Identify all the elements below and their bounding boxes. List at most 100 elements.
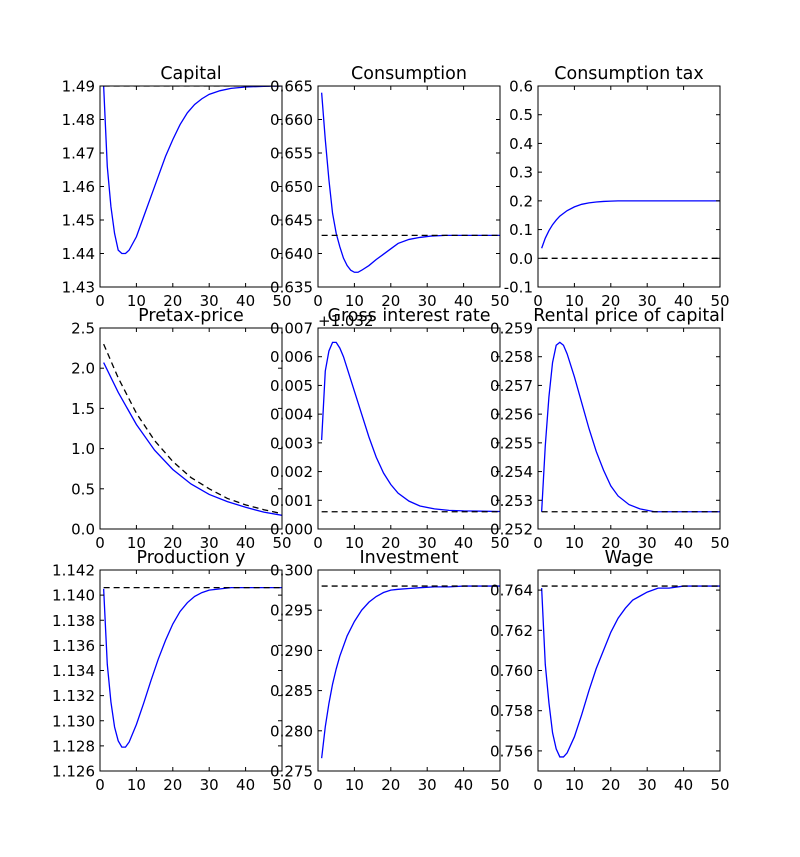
series-line-path	[102, 586, 282, 748]
y-tick-label: 0.000	[270, 521, 313, 539]
x-tick-label: 30	[418, 292, 437, 310]
x-tick-label: 10	[345, 534, 364, 552]
y-tick-label: 0.252	[490, 521, 533, 539]
y-tick-label: 0.002	[270, 463, 313, 481]
y-tick-label: 0.285	[270, 682, 313, 700]
y-tick-label: 2.5	[71, 320, 95, 338]
subplot-2: 0 10 20 30 40 50 -0.1 0.0 0.1 0.2 0.3 0.4 0.5 0.6 Cons…	[504, 64, 730, 310]
series-line-path	[540, 585, 720, 758]
y-tick-label: 0.3	[509, 164, 533, 182]
y-tick-label: 1.142	[52, 562, 95, 580]
x-tick-label: 50	[490, 534, 509, 552]
y-tick-label: 0.255	[490, 434, 533, 452]
y-tick-label: 1.138	[52, 612, 95, 630]
x-tick-label: 20	[381, 776, 400, 794]
x-tick-label: 20	[163, 292, 182, 310]
x-tick-label: 0	[313, 292, 323, 310]
x-tick-label: 0	[533, 776, 543, 794]
axes-frame	[317, 327, 501, 530]
subplot-1: 0 10 20 30 40 500.6350.6400.6450.6500.6550.66…	[270, 64, 510, 310]
y-tick-label: 0.650	[270, 178, 313, 196]
x-tick-label: 20	[601, 292, 620, 310]
y-tick-label: -0.1	[504, 279, 533, 297]
axes-frame	[317, 85, 501, 288]
subplot-5: 0 10 20 30 40 500.2520.2530.2540.2550.2560.25…	[490, 306, 730, 552]
subplot-4: 0 10 20 30 40 500.0000.0010.0020.0030.0040.00…	[270, 306, 510, 552]
x-tick-label: 10	[127, 776, 146, 794]
axes-frame	[537, 569, 721, 772]
x-tick-label: 10	[127, 534, 146, 552]
y-tick-label: 1.0	[71, 440, 95, 458]
y-tick-label: 0.756	[490, 742, 533, 760]
subplot-6: 0 10 20 30 40 50 1.126 1.128 1.130 1.132 1.134 1.13…	[52, 548, 292, 794]
x-tick-label: 20	[163, 776, 182, 794]
y-tick-label: 0.0	[509, 250, 533, 268]
axes-frame	[537, 85, 721, 288]
y-tick-label: 0.256	[490, 406, 533, 424]
axes-frame	[99, 85, 283, 288]
x-tick-label: 0	[313, 776, 323, 794]
x-tick-label: 20	[601, 534, 620, 552]
y-tick-label: 0.655	[270, 145, 313, 163]
y-tick-label: 1.49	[62, 78, 95, 96]
x-tick-label: 20	[381, 534, 400, 552]
series-line-path	[320, 92, 500, 273]
x-tick-label: 10	[565, 292, 584, 310]
series-line-comparison	[103, 343, 282, 515]
y-tick-label: 1.126	[52, 763, 95, 781]
x-tick-label: 30	[638, 534, 657, 552]
y-tick-label: 0.635	[270, 279, 313, 297]
y-tick-label: 1.5	[71, 400, 95, 418]
y-tick-label: 0.005	[270, 377, 313, 395]
axes-frame	[537, 327, 721, 530]
y-tick-label: 1.48	[62, 111, 95, 129]
chart-title: Wage	[605, 548, 654, 568]
x-tick-label: 50	[490, 776, 509, 794]
y-tick-label: 1.140	[52, 587, 95, 605]
y-tick-label: 0.764	[490, 582, 533, 600]
x-tick-label: 40	[674, 292, 693, 310]
y-tick-label: 1.130	[52, 712, 95, 730]
x-tick-label: 50	[272, 776, 291, 794]
x-tick-label: 40	[236, 534, 255, 552]
x-tick-label: 10	[345, 292, 364, 310]
y-tick-label: 0.280	[270, 722, 313, 740]
chart-title: Rental price of capital	[533, 306, 725, 326]
x-tick-label: 30	[638, 292, 657, 310]
x-tick-label: 40	[236, 292, 255, 310]
x-tick-label: 30	[200, 292, 219, 310]
x-tick-label: 30	[200, 534, 219, 552]
x-tick-label: 50	[710, 292, 729, 310]
y-offset-text: +1.032	[318, 312, 374, 330]
x-tick-label: 20	[381, 292, 400, 310]
y-tick-label: 1.46	[62, 178, 95, 196]
y-tick-label: 0.275	[270, 763, 313, 781]
chart-title: Investment	[359, 548, 458, 568]
y-tick-label: 0.6	[509, 78, 533, 96]
y-tick-label: 1.43	[62, 279, 95, 297]
chart-title: Production y	[136, 548, 245, 568]
y-tick-label: 0.1	[509, 221, 533, 239]
y-tick-label: 0.253	[490, 492, 533, 510]
y-tick-label: 1.128	[52, 737, 95, 755]
x-tick-label: 20	[163, 534, 182, 552]
x-tick-label: 30	[638, 776, 657, 794]
y-tick-label: 1.134	[52, 662, 95, 680]
y-tick-label: 0.5	[509, 106, 533, 124]
subplot-0: 0 10 20 30 40 50 1.43 1.44 1.45 1.46 1.47 1.48 1.49 C…	[62, 64, 292, 310]
subplot-7: 0 10 20 30 40 500.2750.2800.2850.2900.2950.30…	[270, 548, 510, 794]
x-tick-label: 50	[272, 292, 291, 310]
chart-title: Consumption tax	[554, 64, 703, 84]
chart-title: Pretax-price	[138, 306, 244, 326]
x-tick-label: 40	[454, 776, 473, 794]
x-tick-label: 40	[454, 292, 473, 310]
subplot-8: 0 10 20 30 40 50 0.756 0.758 0.760 0.762 0.764 Wage	[490, 548, 730, 794]
chart-title: Capital	[160, 64, 221, 84]
x-tick-label: 0	[95, 534, 105, 552]
y-tick-label: 1.132	[52, 687, 95, 705]
x-tick-label: 10	[565, 534, 584, 552]
x-tick-label: 50	[272, 534, 291, 552]
chart-title: Gross interest rate	[327, 306, 490, 326]
x-tick-label: 0	[533, 292, 543, 310]
